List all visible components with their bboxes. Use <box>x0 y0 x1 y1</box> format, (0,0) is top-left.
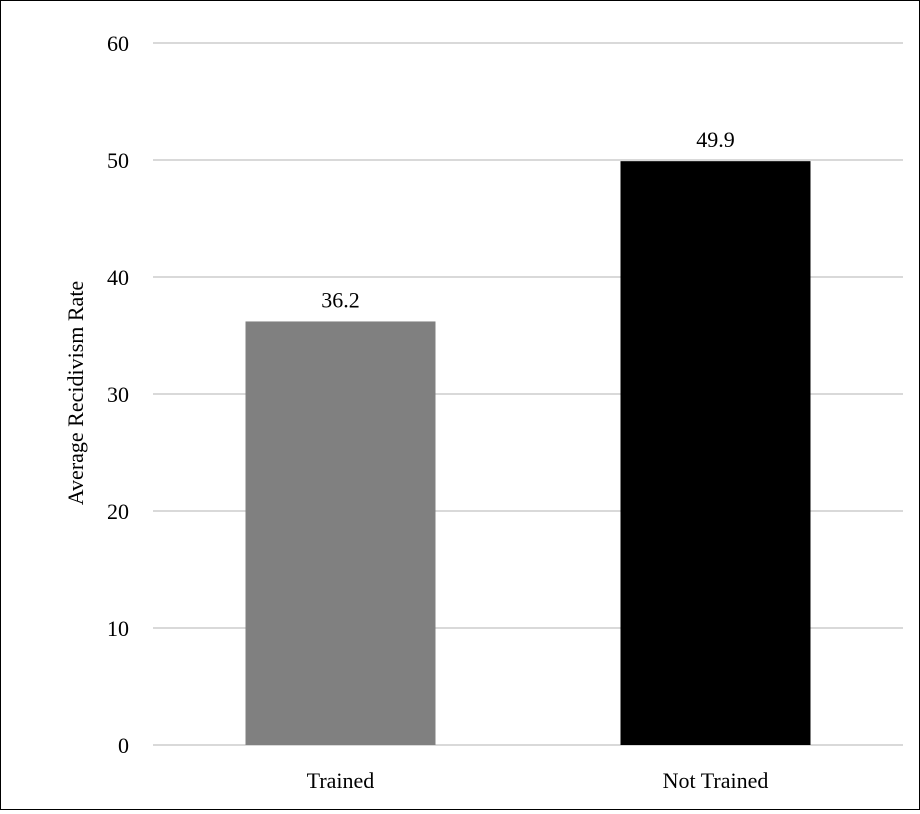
y-tick-label: 20 <box>107 499 129 524</box>
bars <box>245 161 811 746</box>
data-label: 49.9 <box>696 127 735 152</box>
y-tick-label: 50 <box>107 148 129 173</box>
y-tick-label: 30 <box>107 382 129 407</box>
bar-trained <box>245 321 436 745</box>
x-category-label: Trained <box>307 768 375 793</box>
data-labels: 36.2 49.9 <box>321 127 735 312</box>
x-axis-categories: Trained Not Trained <box>307 768 769 793</box>
x-category-label: Not Trained <box>663 768 769 793</box>
y-tick-label: 10 <box>107 616 129 641</box>
bar-not-trained <box>620 161 811 746</box>
y-tick-label: 0 <box>118 733 129 758</box>
y-axis-title: Average Recidivism Rate <box>63 281 88 505</box>
y-tick-label: 40 <box>107 265 129 290</box>
data-label: 36.2 <box>321 287 360 312</box>
y-tick-label: 60 <box>107 31 129 56</box>
y-axis-ticks: 0 10 20 30 40 50 60 <box>107 31 129 758</box>
